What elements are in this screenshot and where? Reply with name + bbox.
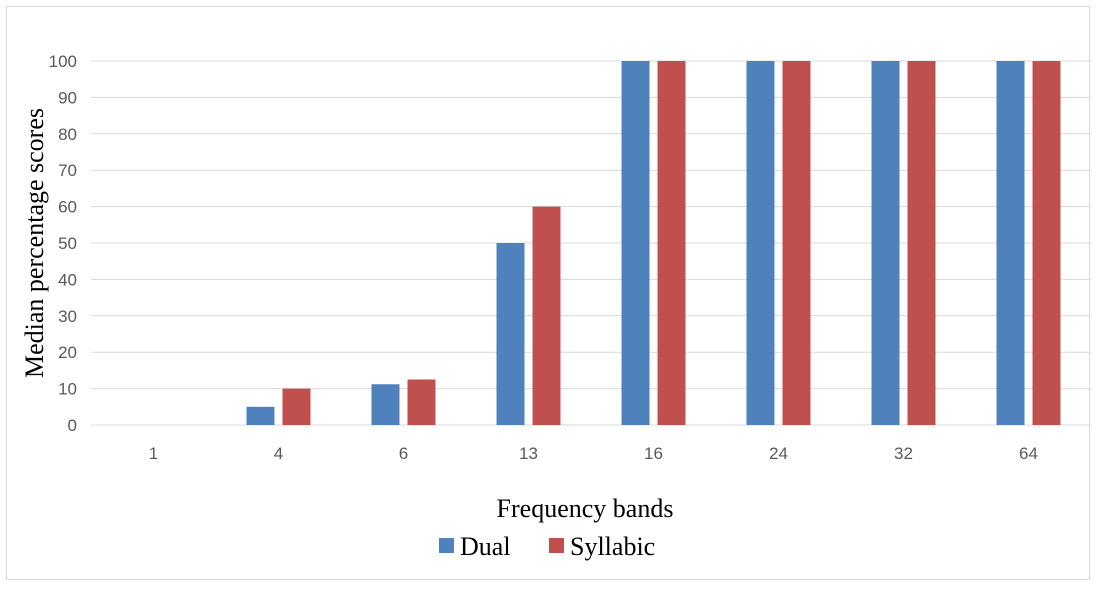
bar-syllabic-13 [532, 206, 561, 425]
chart-frame: 0 10 20 30 40 50 60 70 80 90 100 1 4 6 13 16 24 32 64 Med… [6, 6, 1091, 580]
bar-syllabic-24 [782, 61, 811, 425]
bar-syllabic-64 [1032, 61, 1061, 425]
y-tick-label: 50 [58, 234, 77, 253]
legend-swatch-dual [439, 538, 454, 553]
x-tick-label: 16 [644, 444, 663, 463]
y-tick-label: 30 [58, 307, 77, 326]
y-tick-label: 0 [68, 416, 77, 435]
y-tick-label: 80 [58, 125, 77, 144]
gridlines [91, 60, 1091, 426]
bar-dual-64 [996, 61, 1025, 425]
legend-swatch-syllabic [549, 538, 564, 553]
bar-syllabic-6 [407, 379, 436, 425]
x-tick-label: 64 [1019, 444, 1038, 463]
x-tick-label: 6 [399, 444, 408, 463]
bar-syllabic-32 [907, 61, 936, 425]
y-tick-label: 90 [58, 88, 77, 107]
y-tick-label: 60 [58, 198, 77, 217]
bar-syllabic-16 [657, 61, 686, 425]
x-axis-label: Frequency bands [497, 494, 674, 523]
y-tick-label: 100 [49, 52, 77, 71]
legend-label-dual: Dual [460, 532, 511, 561]
legend: Dual Syllabic [439, 532, 655, 561]
x-tick-label: 24 [769, 444, 788, 463]
y-tick-label: 20 [58, 343, 77, 362]
bar-dual-4 [246, 406, 275, 425]
y-axis-label: Median percentage scores [20, 108, 49, 378]
bar-chart: 0 10 20 30 40 50 60 70 80 90 100 1 4 6 13 16 24 32 64 Med… [20, 52, 1091, 561]
y-tick-label: 40 [58, 270, 77, 289]
bar-dual-24 [746, 61, 775, 425]
bar-dual-32 [871, 61, 900, 425]
bar-dual-13 [496, 243, 525, 425]
x-tick-label: 13 [519, 444, 538, 463]
y-tick-labels: 0 10 20 30 40 50 60 70 80 90 100 [49, 52, 77, 435]
x-tick-labels: 1 4 6 13 16 24 32 64 [149, 444, 1038, 463]
x-tick-label: 1 [149, 444, 158, 463]
y-tick-label: 10 [58, 380, 77, 399]
x-tick-label: 32 [894, 444, 913, 463]
y-tick-label: 70 [58, 161, 77, 180]
bar-dual-16 [621, 61, 650, 425]
x-tick-label: 4 [274, 444, 283, 463]
legend-label-syllabic: Syllabic [570, 532, 655, 561]
bar-dual-6 [371, 384, 400, 425]
bar-syllabic-4 [282, 388, 311, 425]
bars [246, 61, 1061, 425]
